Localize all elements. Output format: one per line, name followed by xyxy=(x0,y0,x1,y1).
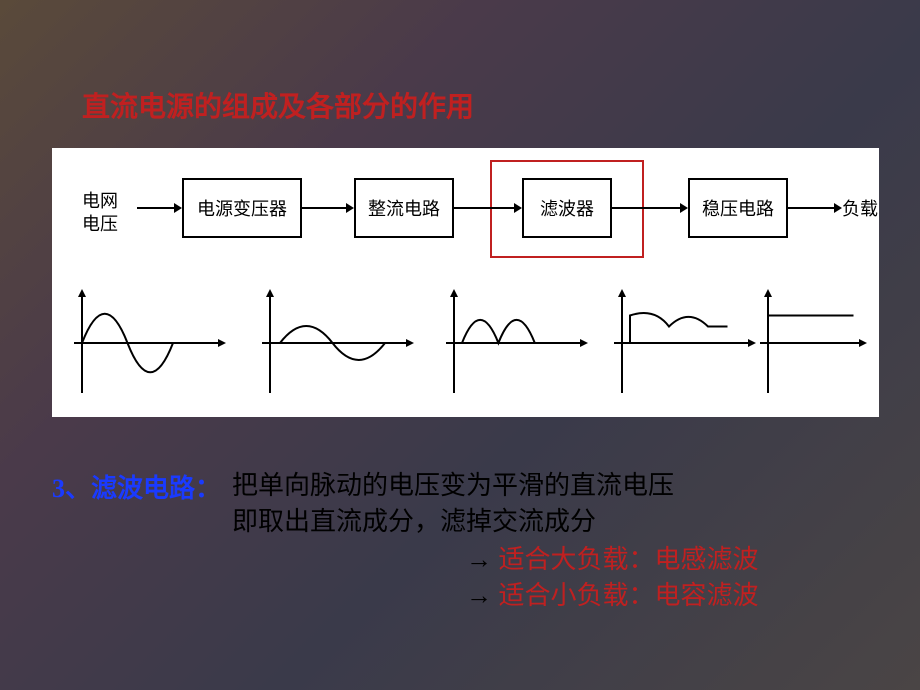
desc-line-2: 即取出直流成分，滤掉交流成分 xyxy=(232,504,596,539)
arrow-icon: → xyxy=(466,581,492,610)
flow-arrow-0 xyxy=(137,200,182,216)
flow-arrow-2 xyxy=(454,200,522,216)
flow-arrow-3 xyxy=(612,200,688,216)
waveform-rectified xyxy=(444,288,594,398)
flow-arrow-1 xyxy=(302,200,354,216)
waveform-sine_full xyxy=(72,288,232,398)
input-label: 电网电压 xyxy=(82,190,118,237)
waveform-filtered xyxy=(612,288,762,398)
page-title: 直流电源的组成及各部分的作用 xyxy=(82,85,474,125)
flow-arrow-4 xyxy=(788,200,842,216)
option-small-load: → 适合小负载：电容滤波 xyxy=(466,578,759,613)
opt2-label: 适合小负载： xyxy=(499,581,655,610)
option-large-load: → 适合大负载：电感滤波 xyxy=(466,542,759,577)
block-regulator: 稳压电路 xyxy=(688,178,788,238)
waveform-sine_small xyxy=(260,288,420,398)
waveform-flat xyxy=(758,288,873,398)
opt1-label: 适合大负载： xyxy=(499,545,655,574)
block-diagram-panel: 电网电压 负载 电源变压器整流电路滤波器稳压电路 xyxy=(52,148,879,417)
block-rectifier: 整流电路 xyxy=(354,178,454,238)
opt1-value: 电感滤波 xyxy=(655,545,759,574)
block-transformer: 电源变压器 xyxy=(182,178,302,238)
arrow-icon: → xyxy=(466,545,492,574)
desc-line-1: 把单向脉动的电压变为平滑的直流电压 xyxy=(232,468,674,503)
output-label: 负载 xyxy=(842,198,878,221)
section-number: 3、滤波电路： xyxy=(52,468,221,505)
opt2-value: 电容滤波 xyxy=(655,581,759,610)
